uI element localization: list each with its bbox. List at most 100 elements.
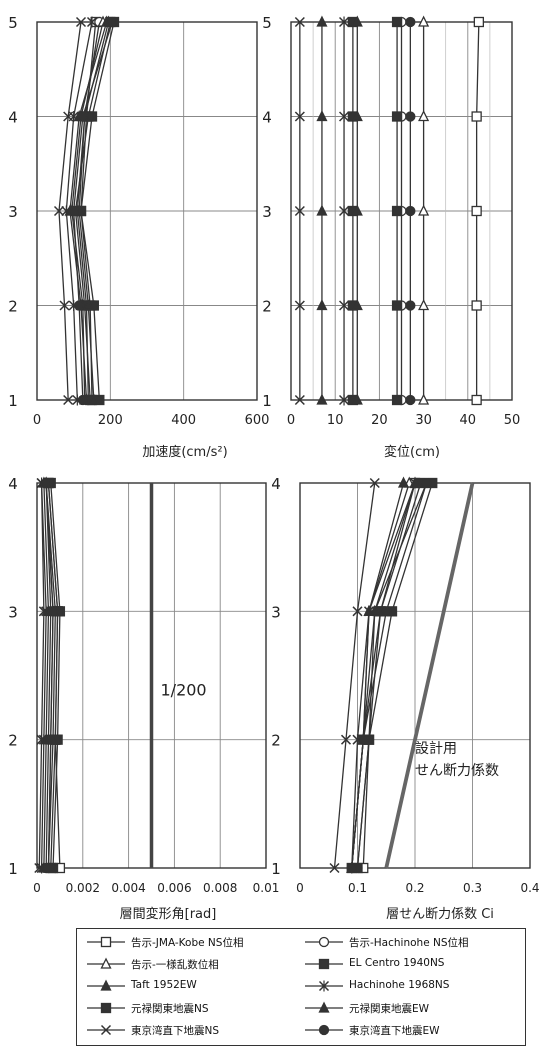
series-line: [43, 482, 50, 869]
data-point: [352, 606, 363, 617]
y-tick-label: 5: [262, 14, 272, 32]
data-point: [471, 300, 482, 311]
series-line: [333, 482, 376, 869]
series-line: [356, 482, 433, 869]
y-tick-label: 2: [262, 298, 272, 316]
data-point: [43, 862, 54, 874]
data-point: [391, 205, 403, 217]
legend-label: 東京湾直下地震EW: [349, 1025, 440, 1037]
data-point: [316, 204, 328, 216]
data-point: [346, 862, 357, 874]
y-tick-label: 4: [262, 109, 272, 127]
y-tick-label: 2: [8, 732, 18, 750]
series-10: [41, 477, 59, 874]
series-3: [418, 15, 430, 405]
data-point: [471, 394, 482, 406]
series-10: [405, 16, 416, 406]
data-point: [59, 300, 70, 311]
data-point: [86, 16, 98, 28]
plot-frame: [36, 21, 258, 401]
legend-swatch: [305, 1024, 343, 1036]
x-tick-label: 0.4: [520, 881, 539, 895]
series-line: [356, 482, 428, 869]
data-point: [294, 394, 305, 406]
x-tick-label: 0.002: [66, 881, 100, 895]
legend-marker: [318, 980, 330, 992]
x-tick-label: 0.2: [405, 881, 424, 895]
data-point: [329, 862, 340, 874]
legend-marker: [100, 1002, 112, 1014]
x-tick-label: 200: [98, 413, 123, 428]
design-shear-line: [384, 482, 475, 869]
legend-marker: [100, 936, 112, 948]
series-1: [471, 16, 485, 406]
data-point: [82, 299, 94, 311]
data-point: [351, 15, 363, 27]
data-point: [77, 111, 88, 122]
series-6: [346, 477, 421, 874]
data-point: [294, 16, 305, 28]
data-point: [36, 734, 47, 745]
data-point: [63, 394, 74, 406]
series-7: [391, 16, 403, 406]
series-line: [351, 482, 416, 869]
y-tick-label: 3: [8, 203, 18, 221]
series-6: [339, 16, 350, 406]
data-point: [418, 110, 430, 122]
data-point: [47, 606, 59, 617]
y-tick-label: 3: [271, 603, 281, 621]
data-point: [421, 477, 432, 489]
series-7: [346, 477, 426, 874]
series-10: [346, 477, 432, 874]
legend-label: 元禄関東地震EW: [349, 1003, 430, 1015]
y-tick-label: 4: [8, 475, 18, 493]
series-8: [351, 15, 363, 405]
x-tick-label: 0.008: [203, 881, 237, 895]
legend-marker: [100, 1024, 112, 1036]
y-tick-label: 3: [262, 203, 272, 221]
legend-label: 東京湾直下地震NS: [131, 1025, 220, 1037]
data-point: [405, 111, 416, 122]
series-line: [45, 482, 54, 869]
x-tick-label: 0: [33, 881, 41, 895]
data-point: [88, 393, 100, 405]
x-tick-label: 0: [33, 413, 41, 428]
y-tick-label: 5: [8, 14, 18, 32]
series-line: [50, 482, 61, 869]
y-tick-label: 4: [271, 475, 281, 493]
data-point: [316, 393, 328, 405]
data-point: [397, 476, 410, 488]
x-tick-label: 600: [245, 413, 270, 428]
data-point: [418, 393, 430, 405]
y-tick-label: 4: [8, 109, 18, 127]
x-tick-label: 20: [371, 413, 388, 428]
y-tick-label: 3: [8, 603, 18, 621]
legend-marker: [100, 957, 112, 969]
legend-label: 元禄関東地震NS: [131, 1003, 209, 1015]
data-point: [339, 205, 350, 217]
x-axis-label: 加速度(cm/s²): [142, 444, 227, 460]
data-point: [53, 205, 65, 217]
legend-marker: [318, 936, 330, 948]
data-point: [351, 299, 363, 311]
legend-marker: [318, 1001, 330, 1013]
legend-swatch: [305, 980, 343, 992]
data-point: [351, 110, 363, 122]
data-point: [391, 111, 403, 122]
legend-label: 告示-JMA-Kobe NS位相: [131, 937, 244, 949]
x-tick-label: 0.1: [348, 881, 367, 895]
legend-marker: [318, 1024, 330, 1036]
series-line: [47, 482, 59, 869]
x-tick-label: 50: [504, 413, 521, 428]
data-point: [316, 15, 328, 27]
series-line: [351, 482, 405, 869]
x-tick-label: 0.3: [463, 881, 482, 895]
series-line: [351, 482, 428, 869]
y-tick-label: 1: [271, 860, 281, 878]
legend-swatch: [87, 957, 125, 969]
data-point: [391, 394, 403, 406]
annotation-label: 1/200: [161, 681, 207, 700]
data-point: [339, 16, 350, 28]
legend-swatch: [305, 1001, 343, 1013]
